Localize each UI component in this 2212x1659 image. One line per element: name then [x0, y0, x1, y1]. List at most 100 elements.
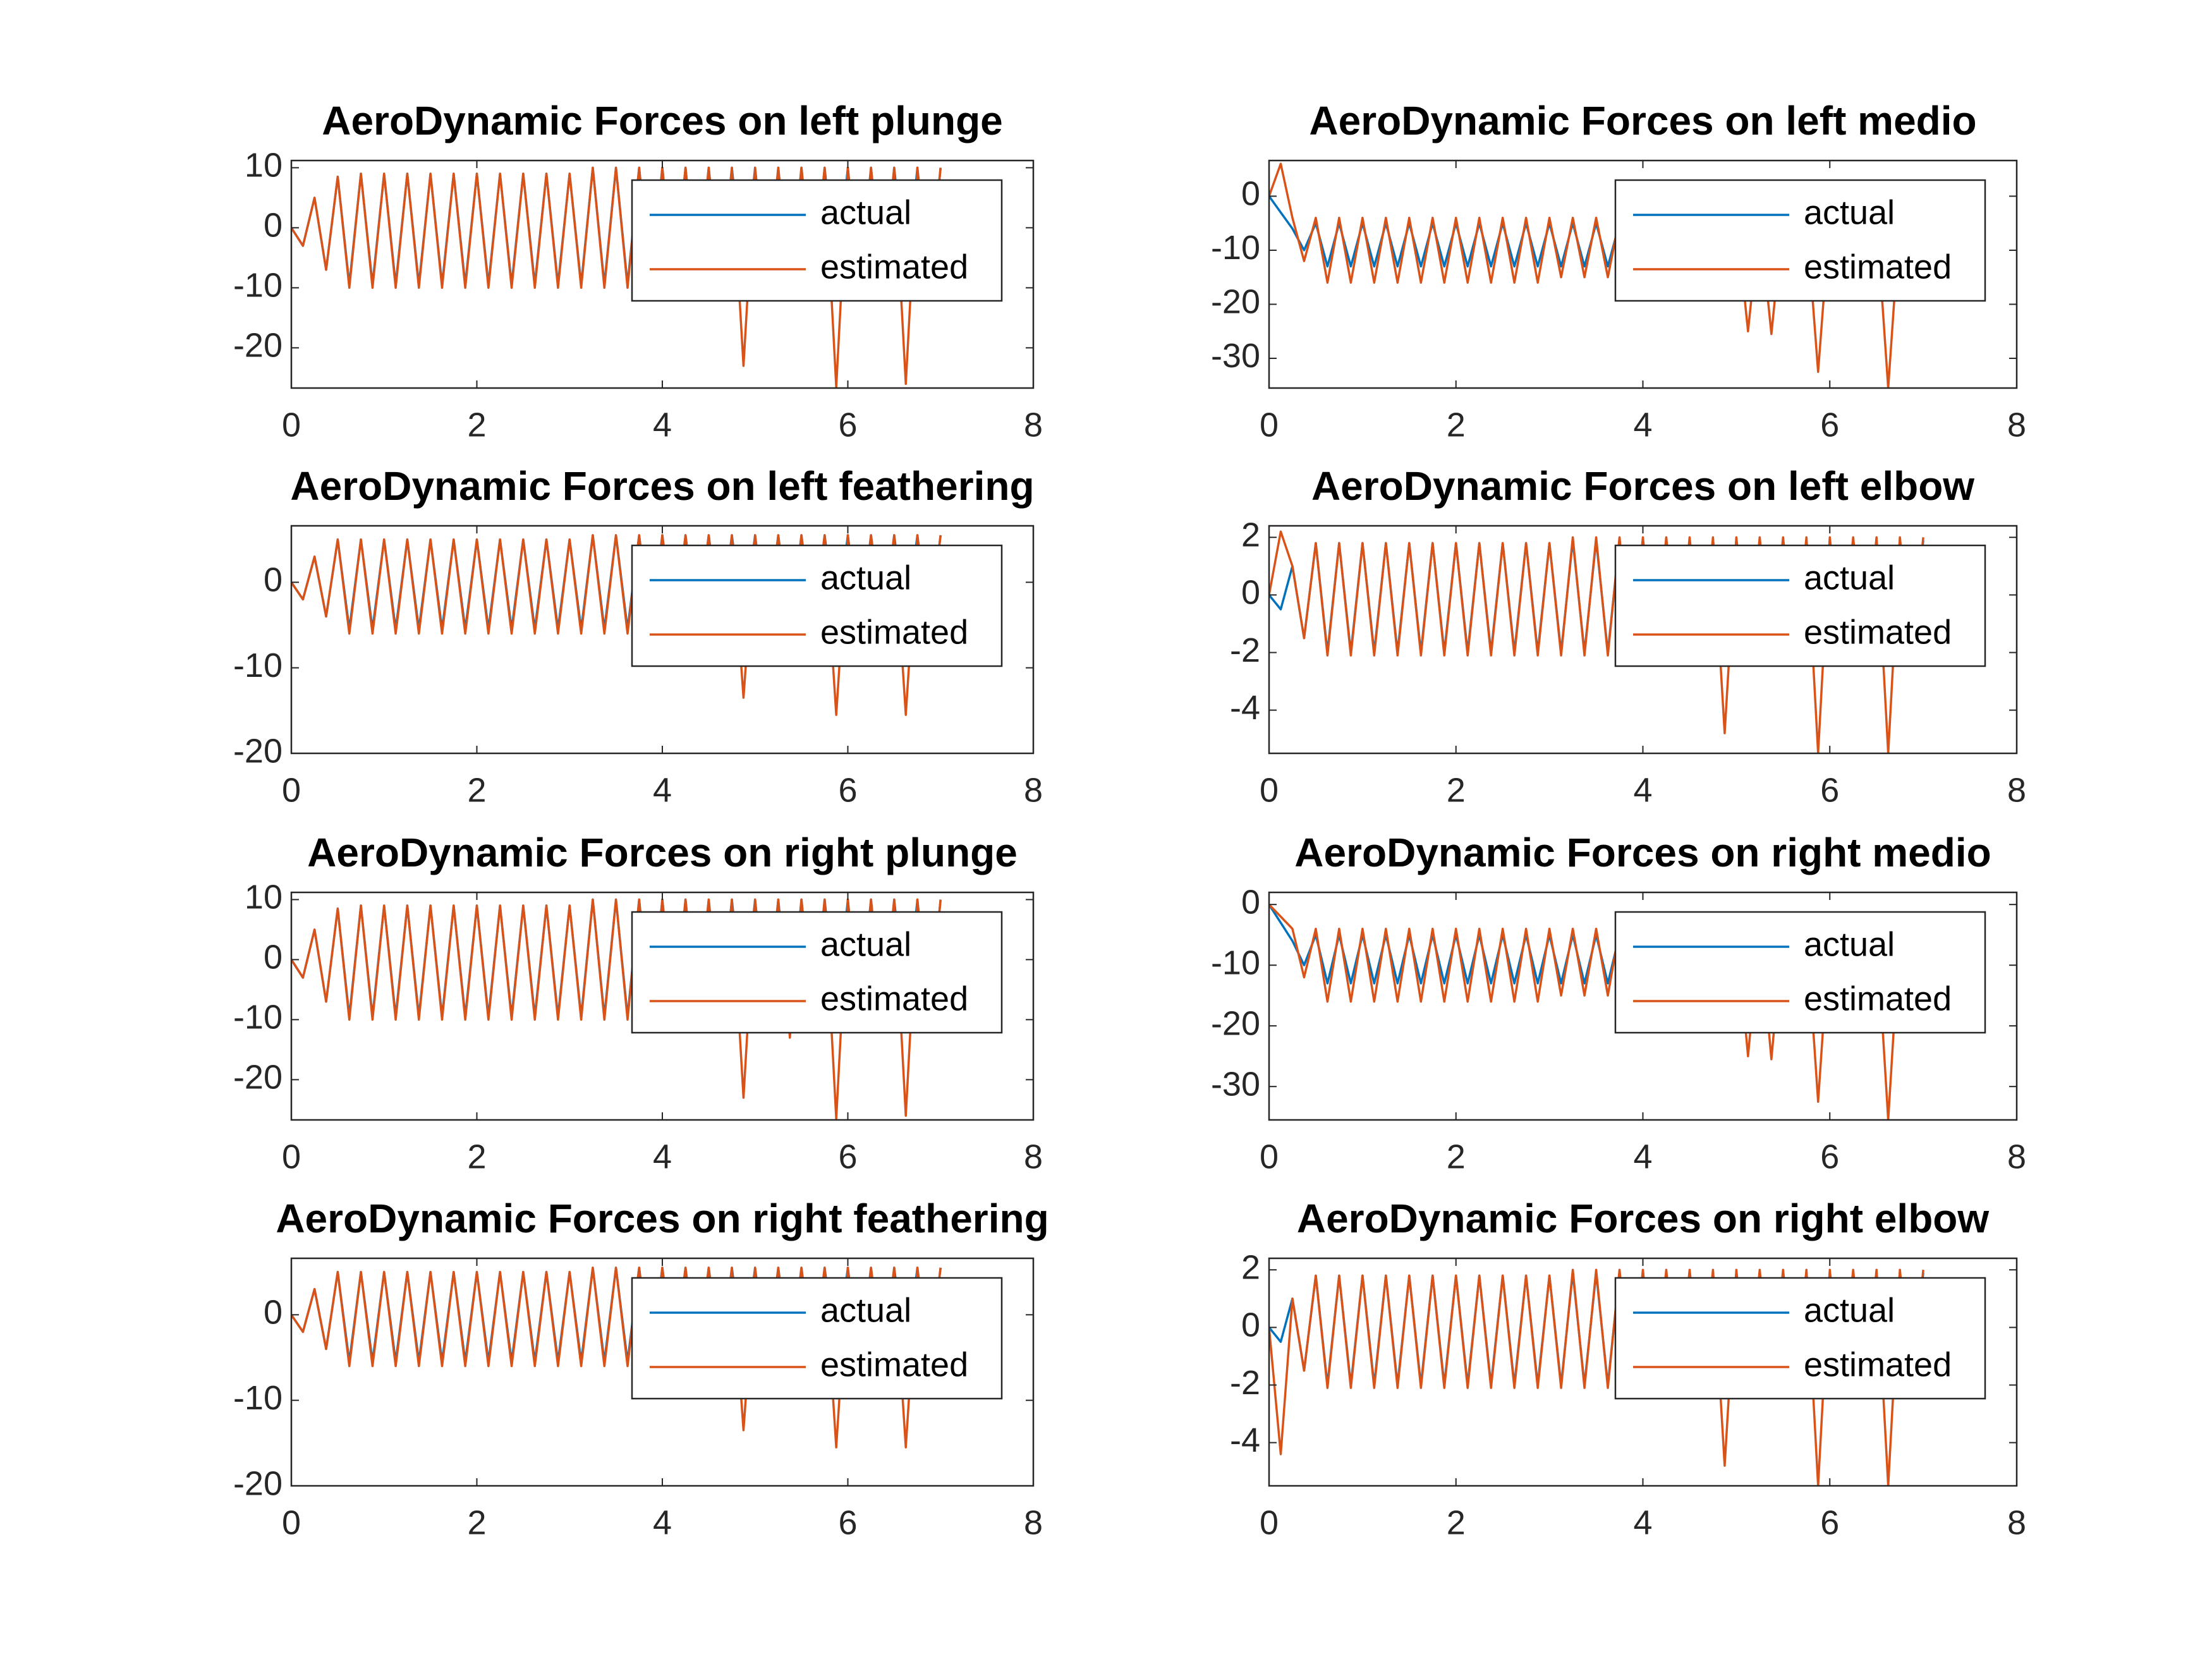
y-tick-label: -20 — [233, 1059, 283, 1097]
y-tick-label: -4 — [1230, 1421, 1260, 1459]
legend: actual estimated — [631, 911, 1003, 1034]
y-tick-label: -2 — [1230, 631, 1260, 669]
x-tick-label: 0 — [282, 406, 301, 444]
legend-label: estimated — [820, 1346, 968, 1383]
x-tick-label: 8 — [1024, 1138, 1043, 1176]
legend: actual estimated — [631, 1277, 1003, 1400]
legend: actual estimated — [1614, 544, 1986, 667]
chart-title: AeroDynamic Forces on right medio — [1294, 830, 1991, 875]
legend: actual estimated — [631, 544, 1003, 667]
subplot: AeroDynamic Forces on left feathering 0 2 4… — [233, 463, 1043, 809]
y-tick-label: -10 — [233, 267, 283, 305]
y-tick-label: 10 — [245, 147, 283, 185]
subplot: AeroDynamic Forces on left plunge 0 2 4 6 8 -2… — [233, 98, 1043, 444]
legend-label: estimated — [820, 613, 968, 651]
x-tick-label: 0 — [1260, 771, 1279, 809]
x-tick-label: 6 — [838, 1138, 857, 1176]
legend-label: actual — [1804, 1291, 1895, 1329]
y-tick-label: 0 — [264, 1294, 283, 1332]
subplot: AeroDynamic Forces on right elbow 0 2 4 6 8 -4… — [1230, 1196, 2026, 1541]
y-tick-label: -30 — [1211, 1065, 1260, 1103]
x-tick-label: 8 — [1024, 1504, 1043, 1541]
x-tick-label: 0 — [282, 1504, 301, 1541]
axes-box — [1268, 891, 2018, 1121]
legend-box — [1614, 544, 1986, 667]
y-tick-label: 0 — [264, 939, 283, 976]
subplot: AeroDynamic Forces on right plunge 0 2 4 6 8 -… — [233, 830, 1043, 1176]
axes-box — [1268, 1257, 2018, 1487]
x-tick-label: 4 — [1633, 1138, 1652, 1176]
legend: actual estimated — [1614, 911, 1986, 1034]
legend-label: actual — [1804, 193, 1895, 231]
x-tick-label: 6 — [1820, 771, 1839, 809]
series-line — [291, 898, 942, 1120]
legend-label: estimated — [1804, 248, 1952, 286]
x-tick-label: 6 — [838, 771, 857, 809]
x-tick-label: 2 — [467, 771, 486, 809]
subplot: AeroDynamic Forces on left elbow 0 2 4 6 8 -4 -… — [1230, 463, 2026, 809]
x-tick-label: 4 — [653, 1138, 672, 1176]
x-tick-label: 8 — [1024, 406, 1043, 444]
x-tick-label: 2 — [467, 1504, 486, 1541]
x-tick-label: 6 — [1820, 406, 1839, 444]
chart-title: AeroDynamic Forces on right plunge — [307, 830, 1018, 875]
x-tick-label: 4 — [1633, 406, 1652, 444]
legend: actual estimated — [1614, 179, 1986, 302]
legend-label: estimated — [1804, 1346, 1952, 1383]
series-line — [291, 166, 942, 388]
x-tick-label: 8 — [2007, 771, 2026, 809]
x-tick-label: 8 — [1024, 771, 1043, 809]
series-line — [1269, 1268, 1924, 1486]
axes-box — [290, 1257, 1035, 1487]
subplot: AeroDynamic Forces on right feathering 0 2… — [233, 1196, 1049, 1541]
x-tick-label: 4 — [653, 771, 672, 809]
axes-box — [1268, 159, 2018, 389]
y-tick-label: -20 — [233, 327, 283, 365]
y-tick-label: -20 — [233, 1464, 283, 1502]
chart-title: AeroDynamic Forces on right feathering — [276, 1196, 1048, 1241]
x-tick-label: 2 — [1447, 771, 1466, 809]
legend-label: actual — [820, 559, 911, 597]
subplot: AeroDynamic Forces on right medio 0 2 4 6 8 -3… — [1211, 830, 2026, 1176]
y-tick-label: -10 — [233, 647, 283, 684]
x-tick-label: 0 — [1260, 1504, 1279, 1541]
legend-box — [631, 1277, 1003, 1400]
x-tick-label: 4 — [653, 406, 672, 444]
legend-label: estimated — [1804, 980, 1952, 1018]
axes-box — [290, 525, 1035, 755]
x-tick-label: 2 — [1447, 1138, 1466, 1176]
axes-box — [1268, 525, 2018, 755]
legend-label: actual — [1804, 925, 1895, 963]
x-tick-label: 0 — [282, 1138, 301, 1176]
y-tick-label: -10 — [1211, 944, 1260, 981]
x-tick-label: 8 — [2007, 406, 2026, 444]
legend-label: estimated — [1804, 613, 1952, 651]
y-tick-label: 10 — [245, 878, 283, 916]
chart-title: AeroDynamic Forces on left plunge — [322, 98, 1003, 143]
x-tick-label: 2 — [1447, 406, 1466, 444]
y-tick-label: -20 — [1211, 1004, 1260, 1042]
legend-box — [631, 544, 1003, 667]
x-tick-label: 6 — [838, 1504, 857, 1541]
legend-label: actual — [820, 193, 911, 231]
y-tick-label: 0 — [1241, 574, 1260, 612]
x-tick-label: 2 — [467, 1138, 486, 1176]
x-tick-label: 4 — [1633, 1504, 1652, 1541]
series-line — [1269, 530, 1924, 753]
legend-label: estimated — [820, 248, 968, 286]
chart-title: AeroDynamic Forces on right elbow — [1297, 1196, 1990, 1241]
chart-title: AeroDynamic Forces on left medio — [1309, 98, 1976, 143]
x-tick-label: 4 — [1633, 771, 1652, 809]
x-tick-label: 0 — [1260, 1138, 1279, 1176]
legend-box — [1614, 911, 1986, 1034]
subplot: AeroDynamic Forces on left medio 0 2 4 6 8 -30… — [1211, 98, 2026, 444]
axes-box — [290, 891, 1035, 1121]
y-tick-label: 0 — [1241, 883, 1260, 921]
legend-box — [631, 911, 1003, 1034]
x-tick-label: 2 — [467, 406, 486, 444]
x-tick-label: 4 — [653, 1504, 672, 1541]
y-tick-label: -2 — [1230, 1364, 1260, 1402]
y-tick-label: 2 — [1241, 516, 1260, 554]
